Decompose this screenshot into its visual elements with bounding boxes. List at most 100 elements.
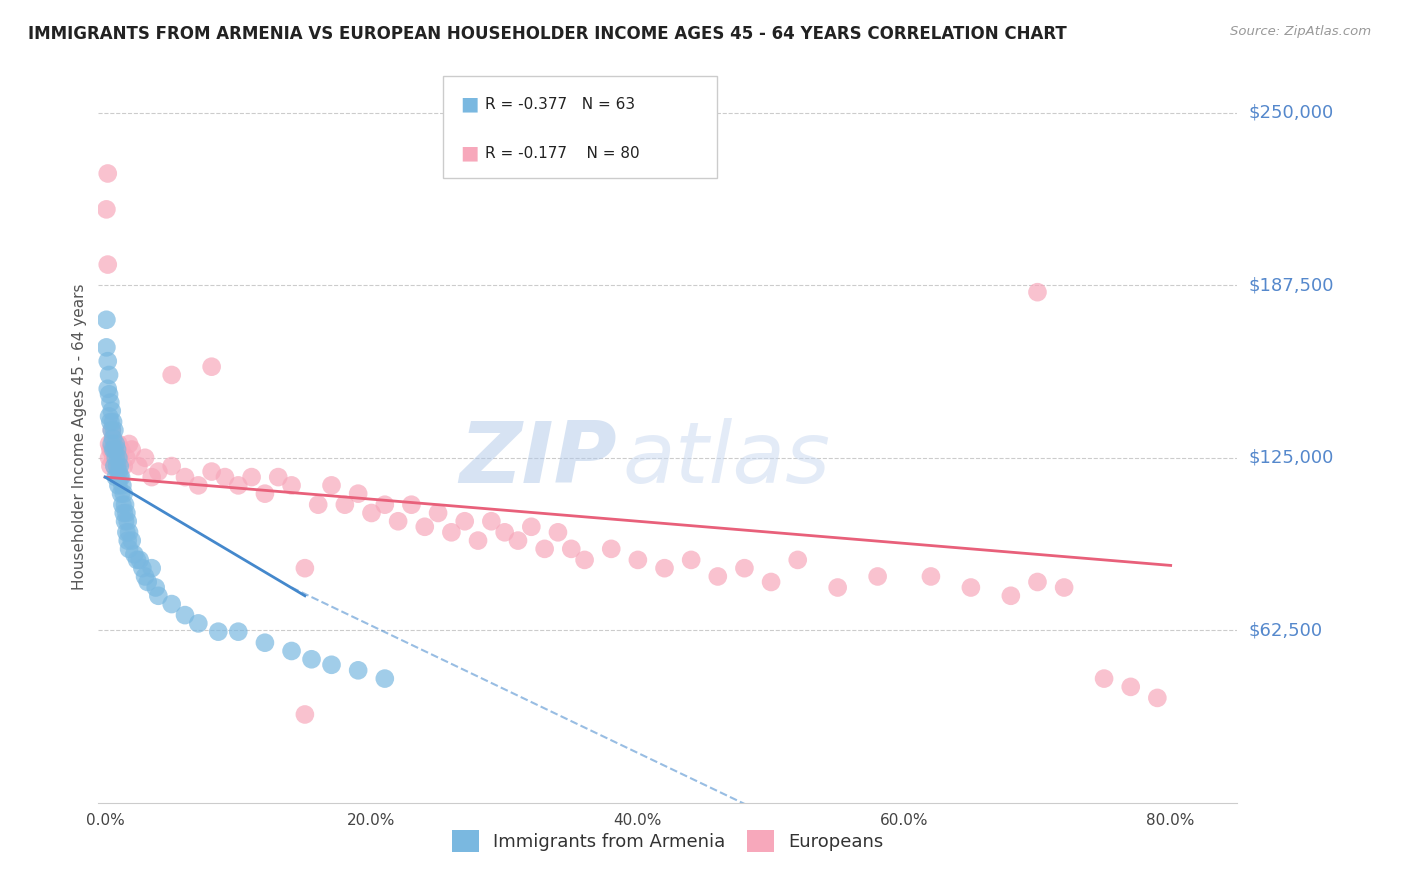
Point <box>97 354 120 368</box>
Text: ZIP: ZIP <box>458 417 617 500</box>
Point <box>333 498 356 512</box>
Point <box>267 470 290 484</box>
Point <box>1000 589 1022 603</box>
Point <box>115 450 138 465</box>
Point <box>112 506 135 520</box>
Point <box>627 553 650 567</box>
Point <box>454 514 477 528</box>
Point <box>97 166 120 180</box>
Point <box>301 652 323 666</box>
Point <box>105 442 128 457</box>
Point <box>681 553 703 567</box>
Point <box>174 470 197 484</box>
Text: $250,000: $250,000 <box>1249 103 1334 122</box>
Point <box>118 541 141 556</box>
Point <box>374 498 396 512</box>
Point <box>105 458 128 473</box>
Text: ■: ■ <box>460 144 478 163</box>
Point <box>104 442 127 457</box>
Point <box>547 525 569 540</box>
Point <box>101 415 124 429</box>
Text: IMMIGRANTS FROM ARMENIA VS EUROPEAN HOUSEHOLDER INCOME AGES 45 - 64 YEARS CORREL: IMMIGRANTS FROM ARMENIA VS EUROPEAN HOUS… <box>28 25 1067 43</box>
Point <box>148 465 170 479</box>
Point <box>117 514 139 528</box>
Point <box>280 478 302 492</box>
Point <box>413 520 436 534</box>
Point <box>533 541 555 556</box>
Point <box>440 525 463 540</box>
Point <box>560 541 582 556</box>
Point <box>141 561 163 575</box>
Point <box>786 553 808 567</box>
Point <box>100 415 122 429</box>
Point <box>134 569 156 583</box>
Point <box>253 486 276 500</box>
Point <box>101 432 124 446</box>
Point <box>110 470 132 484</box>
Point <box>96 312 118 326</box>
Point <box>145 581 167 595</box>
Point <box>479 514 502 528</box>
Point <box>494 525 516 540</box>
Point <box>107 465 129 479</box>
Point <box>118 437 141 451</box>
Point <box>104 450 127 465</box>
Point <box>107 437 129 451</box>
Point <box>1146 690 1168 705</box>
Point <box>108 450 131 465</box>
Point <box>467 533 489 548</box>
Legend: Immigrants from Armenia, Europeans: Immigrants from Armenia, Europeans <box>444 823 891 860</box>
Point <box>920 569 942 583</box>
Point <box>96 340 118 354</box>
Point <box>360 506 382 520</box>
Point <box>253 636 276 650</box>
Point <box>1026 574 1049 589</box>
Point <box>111 498 134 512</box>
Point <box>347 486 370 500</box>
Text: R = -0.377   N = 63: R = -0.377 N = 63 <box>485 97 636 112</box>
Point <box>98 368 121 382</box>
Point <box>103 458 125 473</box>
Point <box>127 458 149 473</box>
Point <box>201 359 224 374</box>
Point <box>110 442 132 457</box>
Point <box>97 258 120 272</box>
Point <box>214 470 236 484</box>
Point <box>321 657 343 672</box>
Point <box>100 437 122 451</box>
Point <box>960 581 983 595</box>
Point <box>124 548 146 562</box>
Point <box>100 458 122 473</box>
Point <box>866 569 889 583</box>
Point <box>1053 581 1076 595</box>
Point <box>374 672 396 686</box>
Point <box>226 478 249 492</box>
Point <box>108 470 131 484</box>
Point <box>128 553 150 567</box>
Point <box>134 450 156 465</box>
Point <box>121 442 143 457</box>
Point <box>574 553 596 567</box>
Text: atlas: atlas <box>623 417 831 500</box>
Point <box>115 525 138 540</box>
Point <box>112 458 135 473</box>
Point <box>101 442 124 457</box>
Point <box>654 561 676 575</box>
Point <box>103 442 125 457</box>
Text: R = -0.177    N = 80: R = -0.177 N = 80 <box>485 146 640 161</box>
Point <box>101 450 124 465</box>
Point <box>98 387 121 401</box>
Point <box>97 382 120 396</box>
Point <box>207 624 229 639</box>
Point <box>733 561 755 575</box>
Point <box>136 574 159 589</box>
Point <box>294 561 316 575</box>
Point <box>111 478 134 492</box>
Point <box>114 498 136 512</box>
Y-axis label: Householder Income Ages 45 - 64 years: Householder Income Ages 45 - 64 years <box>72 284 87 591</box>
Point <box>96 202 118 217</box>
Point <box>103 437 125 451</box>
Point <box>201 465 224 479</box>
Point <box>117 533 139 548</box>
Point <box>104 437 127 451</box>
